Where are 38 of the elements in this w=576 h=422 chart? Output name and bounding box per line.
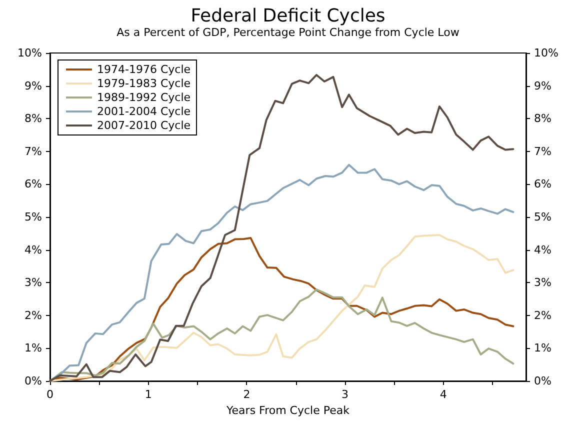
y-tick-label: 8%	[24, 112, 42, 126]
y2-tick-label: 9%	[534, 79, 552, 92]
legend-label: 2001-2004 Cycle	[97, 105, 191, 118]
y-tick-label: 2%	[24, 308, 42, 322]
y2-tick-label: 1%	[534, 342, 552, 355]
line-series	[49, 288, 514, 382]
chart-title: Federal Deficit Cycles	[190, 6, 386, 26]
x-tick-label: 2	[243, 388, 250, 401]
y-tick-label: 0%	[24, 374, 42, 388]
legend-label: 1989-1992 Cycle	[97, 91, 191, 104]
y-tick-label: 6%	[24, 178, 42, 191]
line-series	[49, 74, 514, 382]
x-axis-title: Years From Cycle Peak	[226, 404, 350, 417]
y2-tick-label: 4%	[534, 243, 552, 256]
y2-tick-label: 10%	[534, 46, 558, 60]
chart-subtitle: As a Percent of GDP, Percentage Point Change from Cycle Low	[116, 26, 460, 39]
y-tick-label: 1%	[24, 342, 42, 355]
y-tick-label: 4%	[24, 243, 42, 256]
y2-tick-label: 8%	[534, 112, 552, 126]
x-tick-label: 3	[342, 388, 349, 401]
legend-label: 2007-2010 Cycle	[97, 119, 191, 132]
y-tick-label: 3%	[24, 276, 42, 290]
x-tick-label: 1	[144, 388, 152, 401]
y2-tick-label: 5%	[534, 210, 552, 224]
x-tick-label: 0	[46, 388, 54, 401]
y2-tick-label: 6%	[534, 178, 552, 191]
y-tick-label: 7%	[24, 144, 42, 158]
y-tick-label: 5%	[24, 210, 42, 224]
y2-tick-label: 7%	[534, 144, 552, 158]
y2-tick-label: 2%	[534, 308, 552, 322]
y-tick-label: 10%	[18, 46, 42, 60]
y2-tick-label: 0%	[534, 374, 552, 388]
x-tick-label: 4	[440, 388, 447, 401]
y-tick-label: 9%	[24, 79, 42, 92]
y2-tick-label: 3%	[534, 276, 552, 290]
line-series	[49, 164, 514, 382]
legend-label: 1974-1976 Cycle	[97, 63, 191, 76]
legend-label: 1979-1983 Cycle	[97, 77, 191, 90]
